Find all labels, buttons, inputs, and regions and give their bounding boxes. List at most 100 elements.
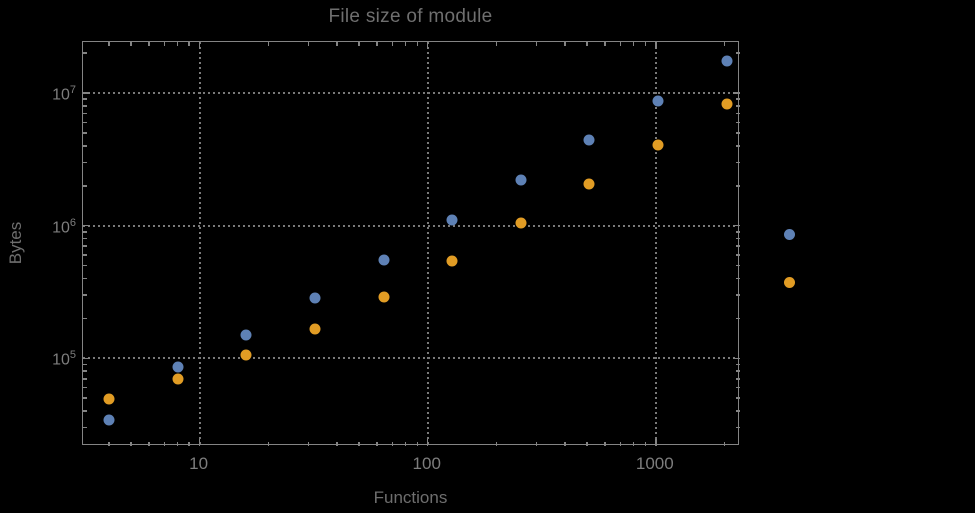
x-tick-mark	[655, 41, 657, 49]
y-tick-mark	[83, 357, 90, 360]
x-tick-mark	[391, 41, 394, 46]
data-point-orange	[309, 323, 321, 335]
y-tick-mark	[83, 277, 87, 280]
x-tick-mark	[604, 41, 606, 46]
x-tick-mark	[198, 41, 201, 49]
x-tick-mark	[307, 41, 310, 46]
x-tick-mark	[416, 441, 419, 446]
y-tick-label: 106	[52, 216, 76, 237]
y-tick-mark	[736, 145, 740, 147]
data-point-blue	[309, 292, 321, 304]
y-tick-mark	[83, 397, 87, 399]
data-point-blue	[515, 174, 527, 186]
data-point-blue	[103, 414, 115, 426]
y-tick-mark	[83, 224, 90, 227]
y-tick-mark	[736, 378, 740, 380]
y-tick-mark	[736, 370, 740, 372]
data-point-orange	[515, 217, 527, 229]
y-tick-mark	[83, 121, 87, 124]
x-tick-mark	[163, 441, 166, 446]
x-tick-mark	[619, 41, 622, 46]
y-tick-mark	[736, 317, 740, 320]
x-tick-mark	[644, 41, 647, 46]
y-tick-mark	[83, 363, 87, 366]
y-gridline	[83, 92, 738, 95]
data-point-blue	[721, 55, 733, 67]
data-point-orange	[172, 373, 184, 385]
x-tick-mark	[307, 441, 310, 446]
y-tick-mark	[83, 264, 87, 267]
y-tick-mark	[83, 370, 87, 372]
x-tick-mark	[404, 41, 407, 46]
y-tick-mark	[733, 92, 740, 94]
y-tick-mark	[736, 277, 740, 280]
y-tick-mark	[83, 112, 87, 115]
x-tick-mark	[535, 441, 538, 446]
y-tick-mark	[733, 357, 740, 360]
y-gridline	[83, 357, 738, 360]
plot-title: File size of module	[328, 6, 493, 27]
x-tick-mark	[148, 41, 150, 46]
x-tick-mark	[267, 441, 270, 446]
y-tick-mark	[736, 397, 740, 399]
y-tick-mark	[736, 264, 740, 267]
data-point-blue	[652, 95, 664, 107]
y-tick-mark	[736, 386, 740, 389]
plot-frame	[82, 40, 740, 446]
legend-marker	[784, 277, 795, 288]
y-tick-mark	[83, 317, 87, 320]
x-tick-mark	[267, 41, 270, 46]
y-tick-mark	[733, 224, 740, 227]
x-tick-mark	[163, 41, 166, 46]
data-point-orange	[240, 349, 252, 361]
x-tick-mark	[604, 441, 606, 446]
x-tick-mark	[198, 438, 201, 446]
x-tick-mark	[495, 441, 498, 446]
x-tick-mark	[376, 441, 378, 446]
x-tick-mark	[632, 41, 635, 46]
x-tick-mark	[188, 41, 190, 46]
data-point-orange	[652, 139, 664, 151]
y-tick-mark	[83, 237, 87, 240]
legend-marker	[784, 229, 795, 240]
x-tick-label: 1000	[635, 453, 674, 473]
x-tick-mark	[644, 441, 647, 446]
x-tick-mark	[723, 441, 726, 446]
data-point-blue	[583, 134, 595, 146]
x-gridline	[426, 41, 429, 444]
y-tick-mark	[736, 410, 740, 412]
x-tick-mark	[655, 438, 657, 446]
data-point-blue	[446, 214, 458, 226]
y-tick-mark	[736, 426, 740, 429]
x-tick-mark	[130, 441, 132, 446]
y-tick-mark	[736, 254, 740, 256]
data-point-blue	[172, 361, 184, 373]
x-tick-mark	[336, 441, 338, 446]
data-point-orange	[721, 98, 733, 110]
y-tick-mark	[83, 185, 87, 187]
y-tick-mark	[736, 237, 740, 240]
y-axis-label: Bytes	[6, 221, 25, 265]
x-tick-mark	[130, 41, 132, 46]
y-gridline	[83, 224, 738, 227]
y-tick-label: 107	[52, 84, 76, 104]
x-tick-mark	[391, 441, 394, 446]
y-tick-mark	[83, 231, 87, 233]
y-tick-mark	[83, 132, 87, 134]
data-point-blue	[378, 254, 389, 266]
x-tick-mark	[358, 441, 360, 446]
y-tick-mark	[83, 145, 87, 147]
x-tick-mark	[564, 441, 566, 446]
y-tick-mark	[736, 105, 740, 107]
x-tick-mark	[535, 41, 538, 46]
x-tick-mark	[108, 441, 110, 446]
x-tick-mark	[586, 441, 588, 446]
x-tick-mark	[723, 41, 726, 46]
x-tick-mark	[376, 41, 378, 46]
x-tick-mark	[404, 441, 407, 446]
x-tick-mark	[619, 441, 622, 446]
y-tick-mark	[83, 378, 87, 380]
data-point-orange	[446, 255, 458, 267]
y-tick-mark	[83, 386, 87, 389]
x-tick-mark	[188, 441, 190, 446]
